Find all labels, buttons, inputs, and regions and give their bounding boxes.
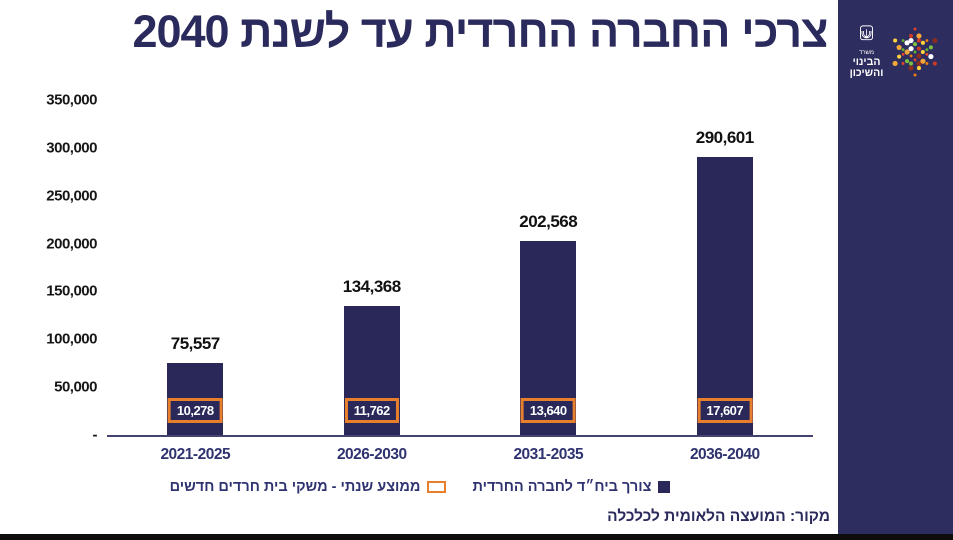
y-tick-label: 250,000 bbox=[46, 187, 97, 205]
ministry-logo-star-icon bbox=[887, 24, 943, 80]
bar-total-label: 202,568 bbox=[519, 212, 578, 232]
logo-line-ministry: משרד bbox=[859, 50, 874, 57]
y-tick-label: 200,000 bbox=[46, 235, 97, 253]
x-axis-label: 2021-2025 bbox=[160, 446, 231, 463]
bar-group: 202,568 13,640 2031-2035 bbox=[460, 100, 637, 463]
plot-area: 75,557 10,278 2021-2025 134,368 11,762 2026-2… bbox=[107, 100, 814, 463]
bar-group: 75,557 10,278 2021-2025 bbox=[107, 100, 284, 463]
annual-average-box: 10,278 bbox=[167, 398, 223, 423]
bar-total-label: 75,557 bbox=[170, 333, 220, 353]
source-note: מקור: המועצה הלאומית לכלכלה bbox=[607, 508, 830, 525]
y-tick-label: 100,000 bbox=[46, 330, 97, 348]
sidebar: משרד הבינוי והשיכון bbox=[838, 0, 953, 534]
y-tick-label: - bbox=[92, 426, 98, 444]
annual-average-box: 11,762 bbox=[344, 398, 399, 423]
bar: 11,762 bbox=[343, 306, 400, 435]
x-axis-label: 2031-2035 bbox=[513, 446, 584, 463]
y-tick-label: 350,000 bbox=[46, 91, 97, 109]
israel-state-emblem-icon bbox=[859, 25, 874, 48]
x-axis-label: 2026-2030 bbox=[336, 446, 407, 463]
ministry-logo-text: משרד הבינוי והשיכון bbox=[849, 25, 884, 79]
y-tick-label: 300,000 bbox=[46, 139, 97, 157]
bar-group: 134,368 11,762 2026-2030 bbox=[284, 100, 461, 463]
bar: 13,640 bbox=[520, 241, 577, 435]
legend-label: ממוצע שנתי - משקי בית חרדים חדשים bbox=[169, 479, 421, 495]
legend-label: צורך ביח״ד לחברה החרדית bbox=[472, 479, 652, 495]
bar-group: 290,601 17,607 2036-2040 bbox=[637, 100, 814, 463]
legend-item-annual-average: ממוצע שנתי - משקי בית חרדים חדשים bbox=[170, 479, 447, 495]
bottom-strip bbox=[0, 534, 953, 540]
chart-legend: צורך ביח״ד לחברה החרדית ממוצע שנתי - משק… bbox=[60, 479, 780, 495]
y-tick-label: 50,000 bbox=[54, 378, 97, 396]
x-axis-label: 2036-2040 bbox=[689, 446, 760, 463]
y-tick-label: 150,000 bbox=[46, 282, 97, 300]
bar: 10,278 bbox=[167, 362, 224, 435]
annual-average-box: 17,607 bbox=[697, 398, 753, 423]
logo-line-binui: הבינוי bbox=[852, 55, 881, 68]
ministry-logo: משרד הבינוי והשיכון bbox=[844, 24, 949, 80]
orange-outline-square-icon bbox=[427, 481, 447, 493]
navy-square-icon bbox=[658, 481, 671, 493]
logo-line-shikun: והשיכון bbox=[849, 66, 884, 79]
bar: 17,607 bbox=[696, 156, 753, 435]
bar-total-label: 290,601 bbox=[695, 127, 754, 147]
annual-average-box: 13,640 bbox=[520, 398, 576, 423]
chart-title: צרכי החברה החרדית עד לשנת 2040 bbox=[132, 6, 828, 57]
legend-item-housing-need: צורך ביח״ד לחברה החרדית bbox=[472, 479, 671, 495]
bar-total-label: 134,368 bbox=[342, 277, 401, 297]
y-axis: 350,000 300,000 250,000 200,000 150,000 100,0… bbox=[12, 92, 97, 444]
